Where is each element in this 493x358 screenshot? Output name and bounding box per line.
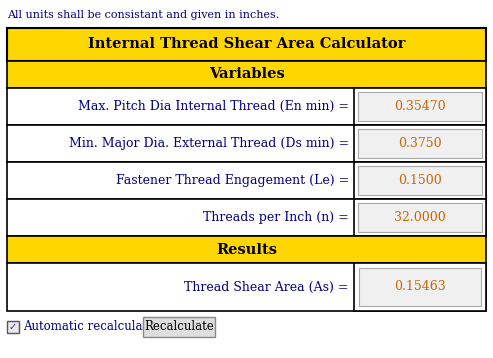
Text: Recalculate: Recalculate: [144, 320, 214, 334]
Bar: [7, 28, 486, 61]
Bar: [7, 321, 19, 333]
Bar: [7, 162, 486, 199]
Bar: [358, 92, 482, 121]
Bar: [7, 88, 486, 125]
Text: 0.15463: 0.15463: [394, 281, 446, 294]
Bar: [358, 166, 482, 195]
Bar: [358, 203, 482, 232]
Text: All units shall be consistant and given in inches.: All units shall be consistant and given …: [7, 10, 279, 20]
Bar: [358, 129, 482, 158]
Text: Min. Major Dia. External Thread (Ds min) =: Min. Major Dia. External Thread (Ds min)…: [69, 137, 349, 150]
Bar: [143, 317, 215, 337]
Text: Fastener Thread Engagement (Le) =: Fastener Thread Engagement (Le) =: [116, 174, 349, 187]
Bar: [354, 125, 486, 162]
Bar: [7, 61, 486, 88]
Bar: [7, 236, 486, 263]
Bar: [354, 199, 486, 236]
Bar: [354, 162, 486, 199]
Text: Automatic recalculation: Automatic recalculation: [23, 320, 166, 334]
Text: Threads per Inch (n) =: Threads per Inch (n) =: [203, 211, 349, 224]
Text: 0.35470: 0.35470: [394, 100, 446, 113]
Text: Max. Pitch Dia Internal Thread (En min) =: Max. Pitch Dia Internal Thread (En min) …: [78, 100, 349, 113]
Text: Variables: Variables: [209, 68, 284, 82]
Bar: [7, 263, 486, 311]
Text: Internal Thread Shear Area Calculator: Internal Thread Shear Area Calculator: [88, 38, 405, 52]
Text: 32.0000: 32.0000: [394, 211, 446, 224]
Bar: [359, 268, 481, 306]
Bar: [354, 263, 486, 311]
Bar: [7, 125, 486, 162]
Text: 0.3750: 0.3750: [398, 137, 442, 150]
Text: Thread Shear Area (As) =: Thread Shear Area (As) =: [184, 281, 349, 294]
Text: Results: Results: [216, 242, 277, 256]
Bar: [7, 199, 486, 236]
Text: ✓: ✓: [9, 322, 17, 332]
Bar: [354, 88, 486, 125]
Text: 0.1500: 0.1500: [398, 174, 442, 187]
